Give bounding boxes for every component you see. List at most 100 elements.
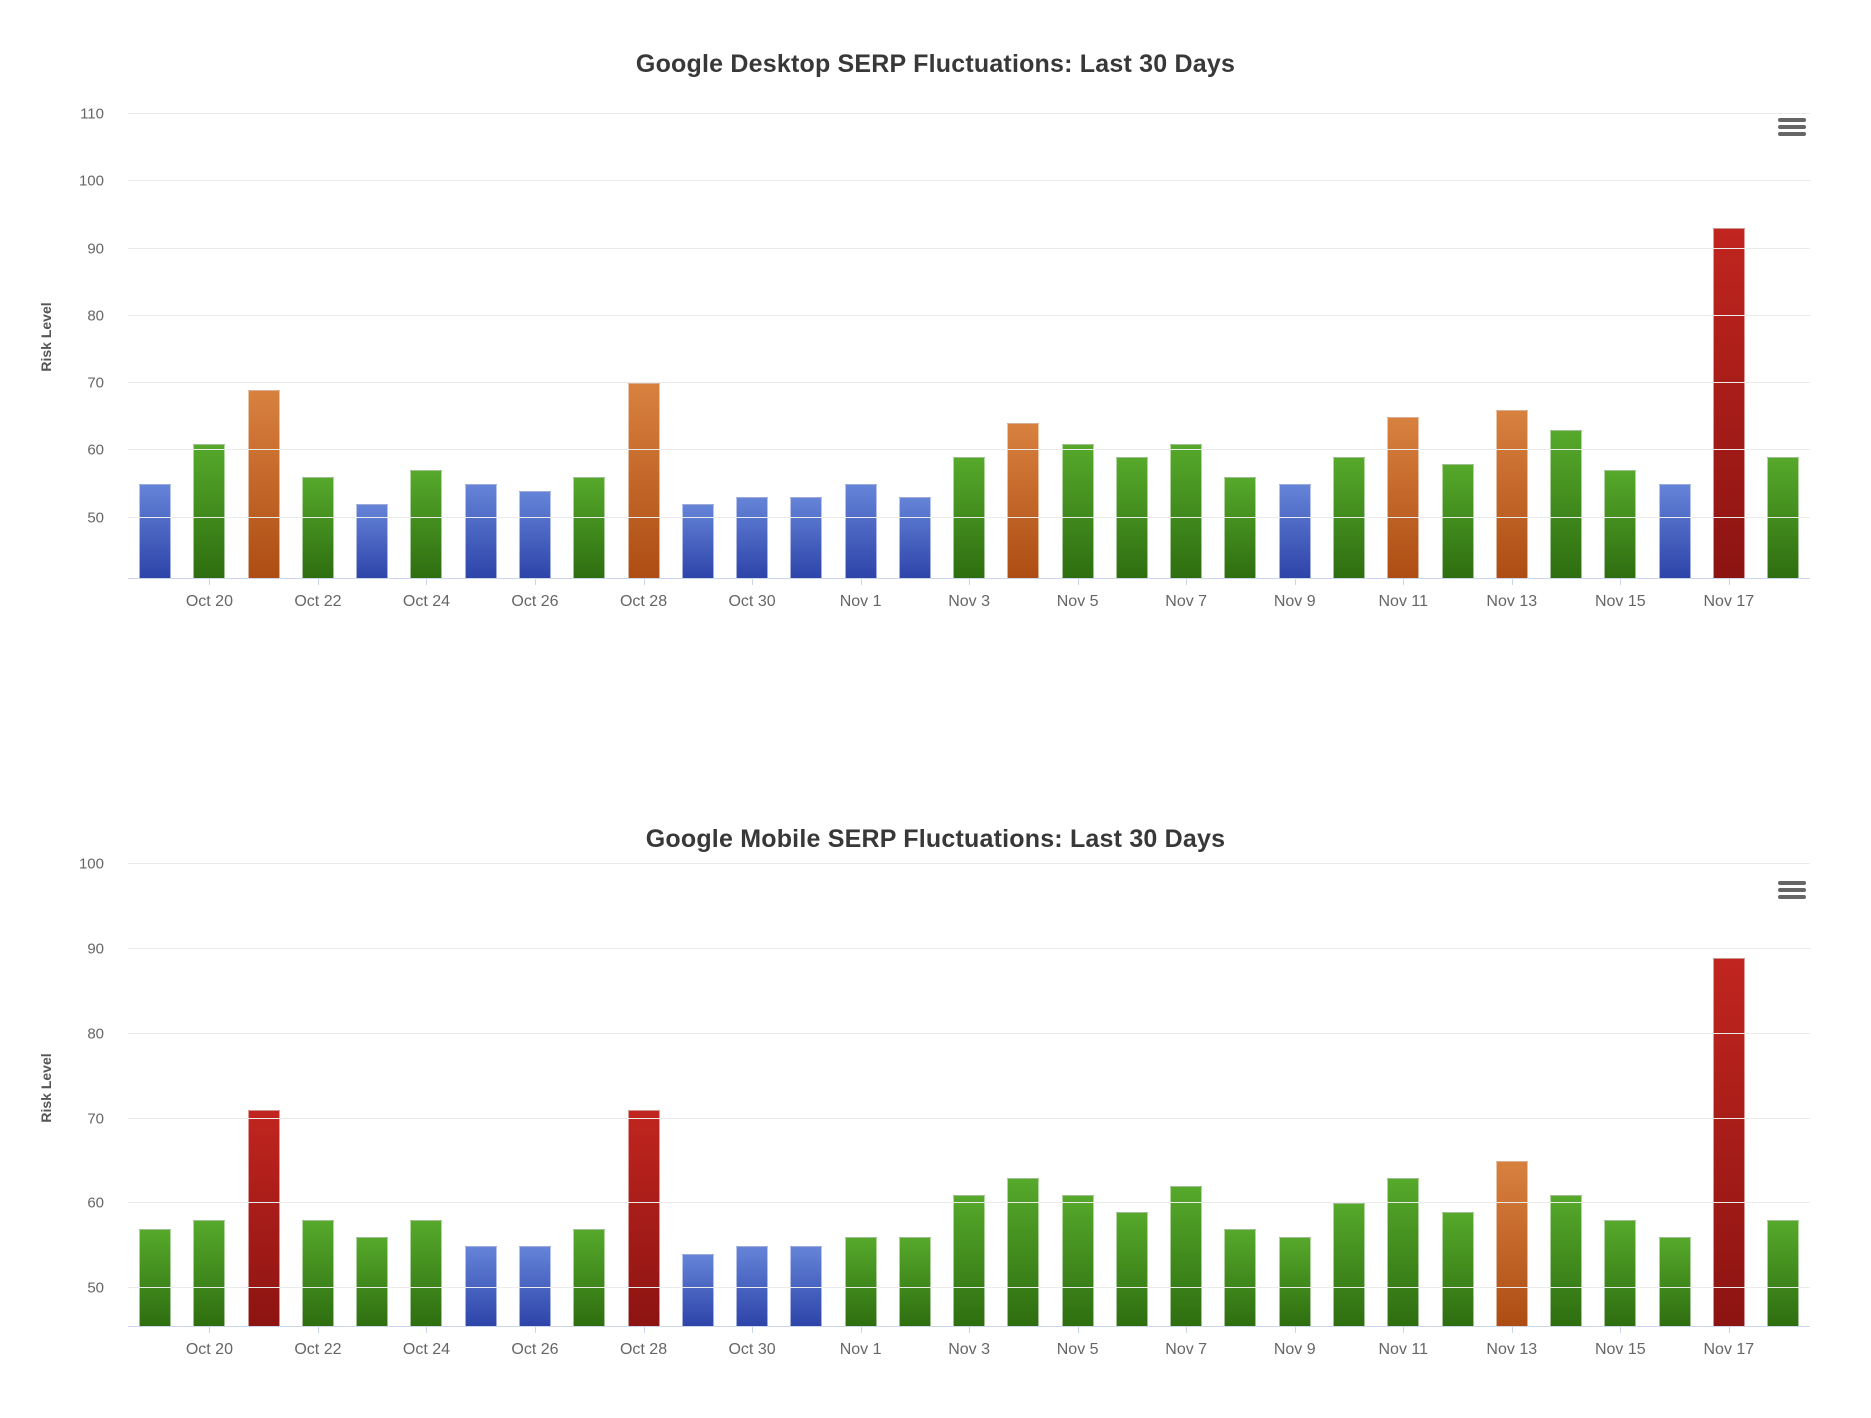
x-axis-label: Nov 11 bbox=[1378, 593, 1428, 610]
bar-nov-10[interactable] bbox=[1332, 457, 1365, 578]
bar-oct-31[interactable] bbox=[790, 497, 823, 578]
bar-nov-11[interactable] bbox=[1387, 416, 1420, 578]
bar-oct-29[interactable] bbox=[681, 1254, 714, 1326]
bar-oct-20[interactable] bbox=[193, 1220, 226, 1326]
desktop-serp-chart: Google Desktop SERP Fluctuations: Last 3… bbox=[0, 0, 1871, 700]
bar-oct-25[interactable] bbox=[464, 1245, 497, 1326]
x-axis-slot: Nov 9 bbox=[1268, 1327, 1322, 1373]
bar-nov-4[interactable] bbox=[1007, 1177, 1040, 1326]
x-axis-label: Nov 7 bbox=[1165, 593, 1208, 610]
bar-oct-23[interactable] bbox=[356, 1237, 389, 1326]
bar-nov-18[interactable] bbox=[1767, 457, 1800, 578]
bar-nov-8[interactable] bbox=[1224, 1228, 1257, 1326]
bar-nov-16[interactable] bbox=[1658, 483, 1691, 578]
bar-oct-30[interactable] bbox=[736, 497, 769, 578]
bar-oct-24[interactable] bbox=[410, 470, 443, 578]
bar-nov-7[interactable] bbox=[1170, 1186, 1203, 1326]
y-axis-label: 80 bbox=[87, 1025, 104, 1043]
bar-oct-29[interactable] bbox=[681, 504, 714, 578]
bar-oct-23[interactable] bbox=[356, 504, 389, 578]
bar-nov-6[interactable] bbox=[1115, 457, 1148, 578]
bar-oct-21[interactable] bbox=[247, 389, 280, 578]
bar-nov-11[interactable] bbox=[1387, 1177, 1420, 1326]
bar-nov-9[interactable] bbox=[1278, 1237, 1311, 1326]
y-axis-label: 110 bbox=[80, 105, 104, 123]
bar-nov-2[interactable] bbox=[898, 1237, 931, 1326]
x-axis-slot bbox=[996, 579, 1050, 625]
chart-menu-button[interactable] bbox=[1778, 881, 1806, 901]
bar-oct-19[interactable] bbox=[139, 1228, 172, 1326]
bar-nov-17[interactable] bbox=[1712, 957, 1745, 1326]
x-axis-slot bbox=[562, 1327, 616, 1373]
bar-nov-18[interactable] bbox=[1767, 1220, 1800, 1326]
x-axis-label: Nov 3 bbox=[948, 593, 991, 610]
y-axis-label: 100 bbox=[78, 172, 104, 190]
y-axis-label: 90 bbox=[87, 940, 104, 958]
bars-container bbox=[128, 850, 1810, 1326]
bar-oct-28[interactable] bbox=[627, 383, 660, 578]
bar-nov-13[interactable] bbox=[1495, 409, 1528, 578]
bar-nov-6[interactable] bbox=[1115, 1211, 1148, 1326]
bar-nov-5[interactable] bbox=[1061, 443, 1094, 578]
bar-nov-15[interactable] bbox=[1604, 1220, 1637, 1326]
bar-oct-28[interactable] bbox=[627, 1110, 660, 1326]
bar-nov-10[interactable] bbox=[1332, 1203, 1365, 1326]
axis-tick bbox=[1186, 579, 1188, 585]
axis-tick bbox=[426, 579, 428, 585]
bar-nov-8[interactable] bbox=[1224, 477, 1257, 578]
axis-tick bbox=[1403, 579, 1405, 585]
bar-nov-15[interactable] bbox=[1604, 470, 1637, 578]
bar-oct-24[interactable] bbox=[410, 1220, 443, 1326]
bar-oct-22[interactable] bbox=[301, 477, 334, 578]
bar-oct-19[interactable] bbox=[139, 483, 172, 578]
x-axis-slot bbox=[1647, 579, 1701, 625]
bar-nov-12[interactable] bbox=[1441, 1211, 1474, 1326]
bar-nov-14[interactable] bbox=[1550, 430, 1583, 578]
x-axis-slot bbox=[454, 579, 508, 625]
x-axis-slot bbox=[345, 1327, 399, 1373]
bar-nov-13[interactable] bbox=[1495, 1160, 1528, 1326]
axis-tick bbox=[969, 579, 971, 585]
bar-oct-21[interactable] bbox=[247, 1110, 280, 1326]
bar-oct-31[interactable] bbox=[790, 1245, 823, 1326]
bar-nov-4[interactable] bbox=[1007, 423, 1040, 578]
x-axis-slot bbox=[1322, 1327, 1376, 1373]
bar-oct-27[interactable] bbox=[573, 1228, 606, 1326]
chart-menu-button[interactable] bbox=[1778, 118, 1806, 138]
bar-nov-3[interactable] bbox=[953, 1194, 986, 1326]
y-axis-labels: 50 60 70 80 90 100 bbox=[0, 850, 118, 1326]
x-axis-label: Oct 24 bbox=[402, 593, 451, 610]
bar-oct-30[interactable] bbox=[736, 1245, 769, 1326]
bar-oct-20[interactable] bbox=[193, 443, 226, 578]
x-axis-slot: Nov 11 bbox=[1376, 579, 1430, 625]
bar-nov-1[interactable] bbox=[844, 1237, 877, 1326]
bar-nov-2[interactable] bbox=[898, 497, 931, 578]
axis-tick bbox=[1403, 1327, 1405, 1333]
bar-nov-1[interactable] bbox=[844, 483, 877, 578]
axis-tick bbox=[209, 1327, 211, 1333]
bar-oct-27[interactable] bbox=[573, 477, 606, 578]
x-axis-label: Oct 30 bbox=[728, 1341, 776, 1358]
x-axis-label: Nov 5 bbox=[1056, 1341, 1099, 1358]
x-axis-slot bbox=[237, 1327, 291, 1373]
bar-nov-9[interactable] bbox=[1278, 483, 1311, 578]
bar-oct-26[interactable] bbox=[518, 1245, 551, 1326]
bar-nov-7[interactable] bbox=[1170, 443, 1203, 578]
bar-oct-26[interactable] bbox=[518, 490, 551, 578]
x-axis-slot bbox=[671, 1327, 725, 1373]
x-axis-label: Oct 24 bbox=[402, 1341, 451, 1358]
gridline bbox=[128, 1117, 1810, 1119]
bar-oct-22[interactable] bbox=[301, 1220, 334, 1326]
bar-oct-25[interactable] bbox=[464, 483, 497, 578]
bar-nov-16[interactable] bbox=[1658, 1237, 1691, 1326]
bar-nov-5[interactable] bbox=[1061, 1194, 1094, 1326]
x-axis-slot: Oct 30 bbox=[725, 579, 779, 625]
x-axis-slot: Oct 26 bbox=[508, 579, 562, 625]
bar-nov-14[interactable] bbox=[1550, 1194, 1583, 1326]
x-axis-label: Oct 28 bbox=[619, 593, 668, 610]
bar-nov-17[interactable] bbox=[1712, 228, 1745, 578]
x-axis-slot bbox=[1105, 1327, 1159, 1373]
bar-nov-3[interactable] bbox=[953, 457, 986, 578]
x-axis-slot bbox=[454, 1327, 508, 1373]
bar-nov-12[interactable] bbox=[1441, 463, 1474, 578]
